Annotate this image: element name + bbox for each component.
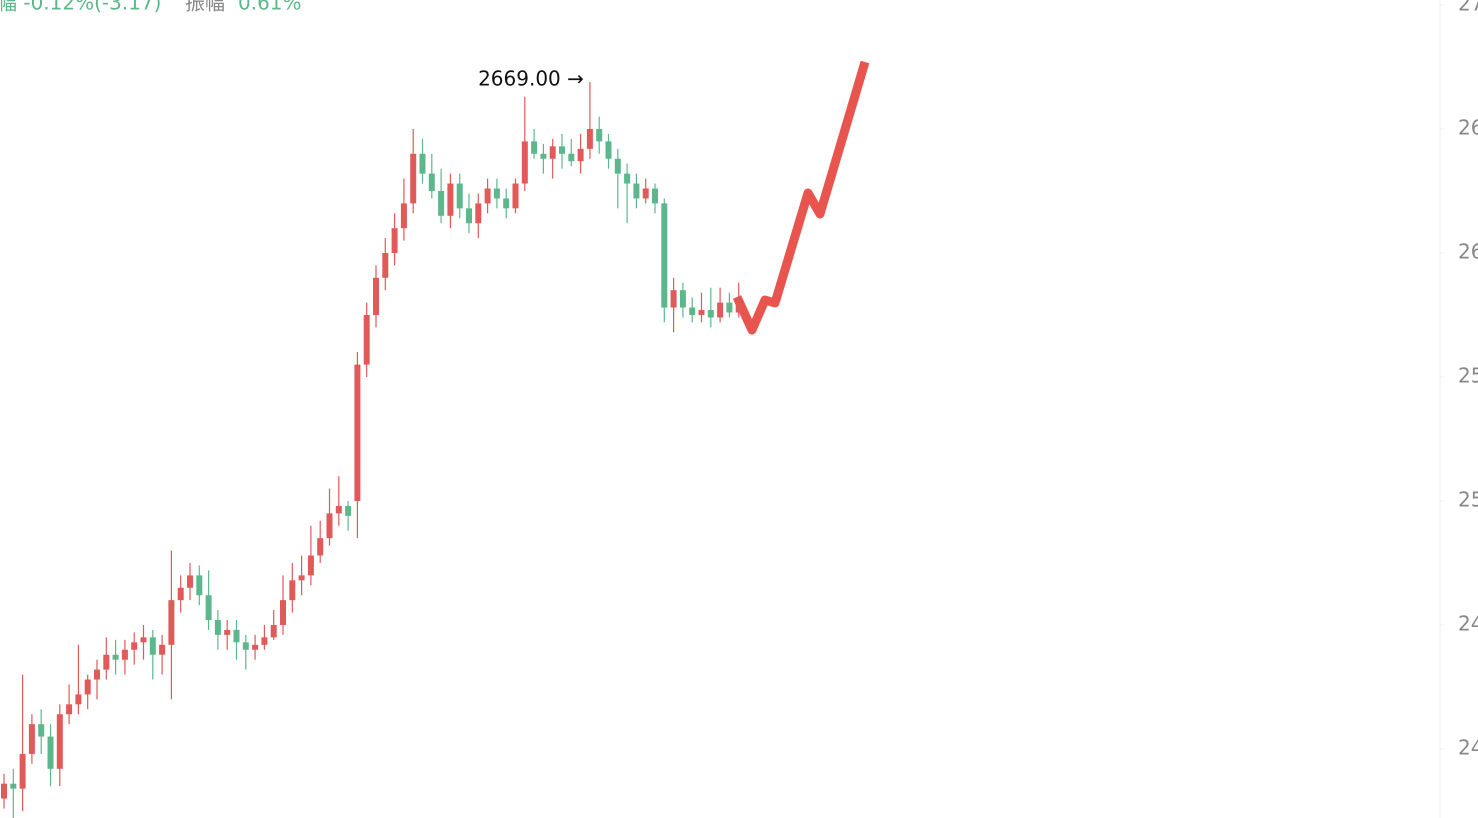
candle-body <box>466 208 472 224</box>
candle-body <box>317 538 324 556</box>
candle-body <box>531 141 538 154</box>
candle-body <box>363 314 370 365</box>
candle-body <box>94 669 100 680</box>
candle-body <box>159 644 166 655</box>
candle-body <box>19 753 26 789</box>
candle-body <box>103 654 110 670</box>
y-tick-label: 2550 <box>1458 363 1478 387</box>
candle-body <box>596 128 603 142</box>
candle-body <box>75 694 82 705</box>
candle-body <box>679 290 686 308</box>
candle-body <box>447 183 454 216</box>
candle-body <box>707 310 714 318</box>
candle-body <box>391 228 398 253</box>
candle-body <box>252 644 259 650</box>
candle-body <box>410 153 417 204</box>
candle-body <box>121 649 128 660</box>
candle-body <box>512 183 519 209</box>
candle-body <box>652 188 658 204</box>
candle-body <box>475 203 482 224</box>
candle-body <box>438 190 445 216</box>
candle-body <box>670 290 677 308</box>
y-tick-label: 2600 <box>1458 239 1478 263</box>
candle-body <box>633 183 640 199</box>
candle-body <box>298 575 305 581</box>
y-tick-label: 2500 <box>1458 487 1478 511</box>
candle-body <box>419 153 426 174</box>
candle-body <box>307 555 314 576</box>
candle-body <box>140 637 147 643</box>
candle-body <box>205 595 212 621</box>
candle-body <box>624 173 631 184</box>
candle-body <box>586 128 593 149</box>
candle-body <box>177 587 184 601</box>
candle-body <box>10 783 17 789</box>
y-tick-label: 2450 <box>1458 611 1478 635</box>
change-text: 幅 -0.12%(-3.17) <box>0 0 161 15</box>
candle-body <box>131 642 138 650</box>
y-tick-label: 2700 <box>1458 0 1478 16</box>
candle-body <box>1 783 7 799</box>
candle-body <box>28 724 35 754</box>
candle-body <box>149 637 156 655</box>
candle-body <box>577 148 584 162</box>
candle-body <box>56 714 63 769</box>
candle-body <box>540 153 547 159</box>
amplitude-value: 0.61% <box>238 0 302 15</box>
candle-body <box>493 188 500 199</box>
high-annotation: 2669.00 → <box>478 66 584 90</box>
candle-body <box>735 302 742 313</box>
y-tick-label: 2650 <box>1458 115 1478 139</box>
candle-body <box>289 580 296 601</box>
candle-body <box>112 654 119 660</box>
candle-body <box>233 629 240 643</box>
candle-body <box>38 724 45 737</box>
candle-body <box>661 203 668 308</box>
candle-body <box>261 637 268 645</box>
candle-body <box>224 629 231 635</box>
candle-body <box>270 624 277 638</box>
candle-body <box>382 252 389 278</box>
candle-body <box>726 302 733 313</box>
candle-body <box>335 505 342 514</box>
candle-body <box>196 575 203 596</box>
candle-body <box>84 679 91 695</box>
candle-body <box>66 704 73 715</box>
candle-body <box>484 188 491 204</box>
candle-body <box>521 141 528 184</box>
candle-body <box>642 188 649 199</box>
candle-body <box>503 198 510 209</box>
candle-body <box>168 600 175 645</box>
candle-body <box>280 600 286 625</box>
candle-body <box>717 302 724 318</box>
candle-body <box>689 307 696 315</box>
candle-body <box>549 146 556 159</box>
candle-body <box>326 513 333 539</box>
candle-body <box>373 277 379 315</box>
candle-body <box>614 158 621 174</box>
candle-body <box>345 505 352 516</box>
candle-body <box>47 736 54 769</box>
forecast-drawing <box>732 60 870 335</box>
candle-body <box>559 146 565 154</box>
candle-body <box>354 364 361 501</box>
candle-body <box>698 310 705 315</box>
y-tick-label: 2400 <box>1458 735 1478 759</box>
candle-body <box>400 203 407 229</box>
candle-body <box>187 575 193 588</box>
candle-body <box>428 173 435 191</box>
candle-body <box>456 183 463 209</box>
candle-body <box>605 141 612 159</box>
candle-body <box>214 620 221 635</box>
amplitude-label: 振幅 <box>185 0 225 15</box>
candle-body <box>242 642 249 650</box>
candle-body <box>568 153 575 162</box>
